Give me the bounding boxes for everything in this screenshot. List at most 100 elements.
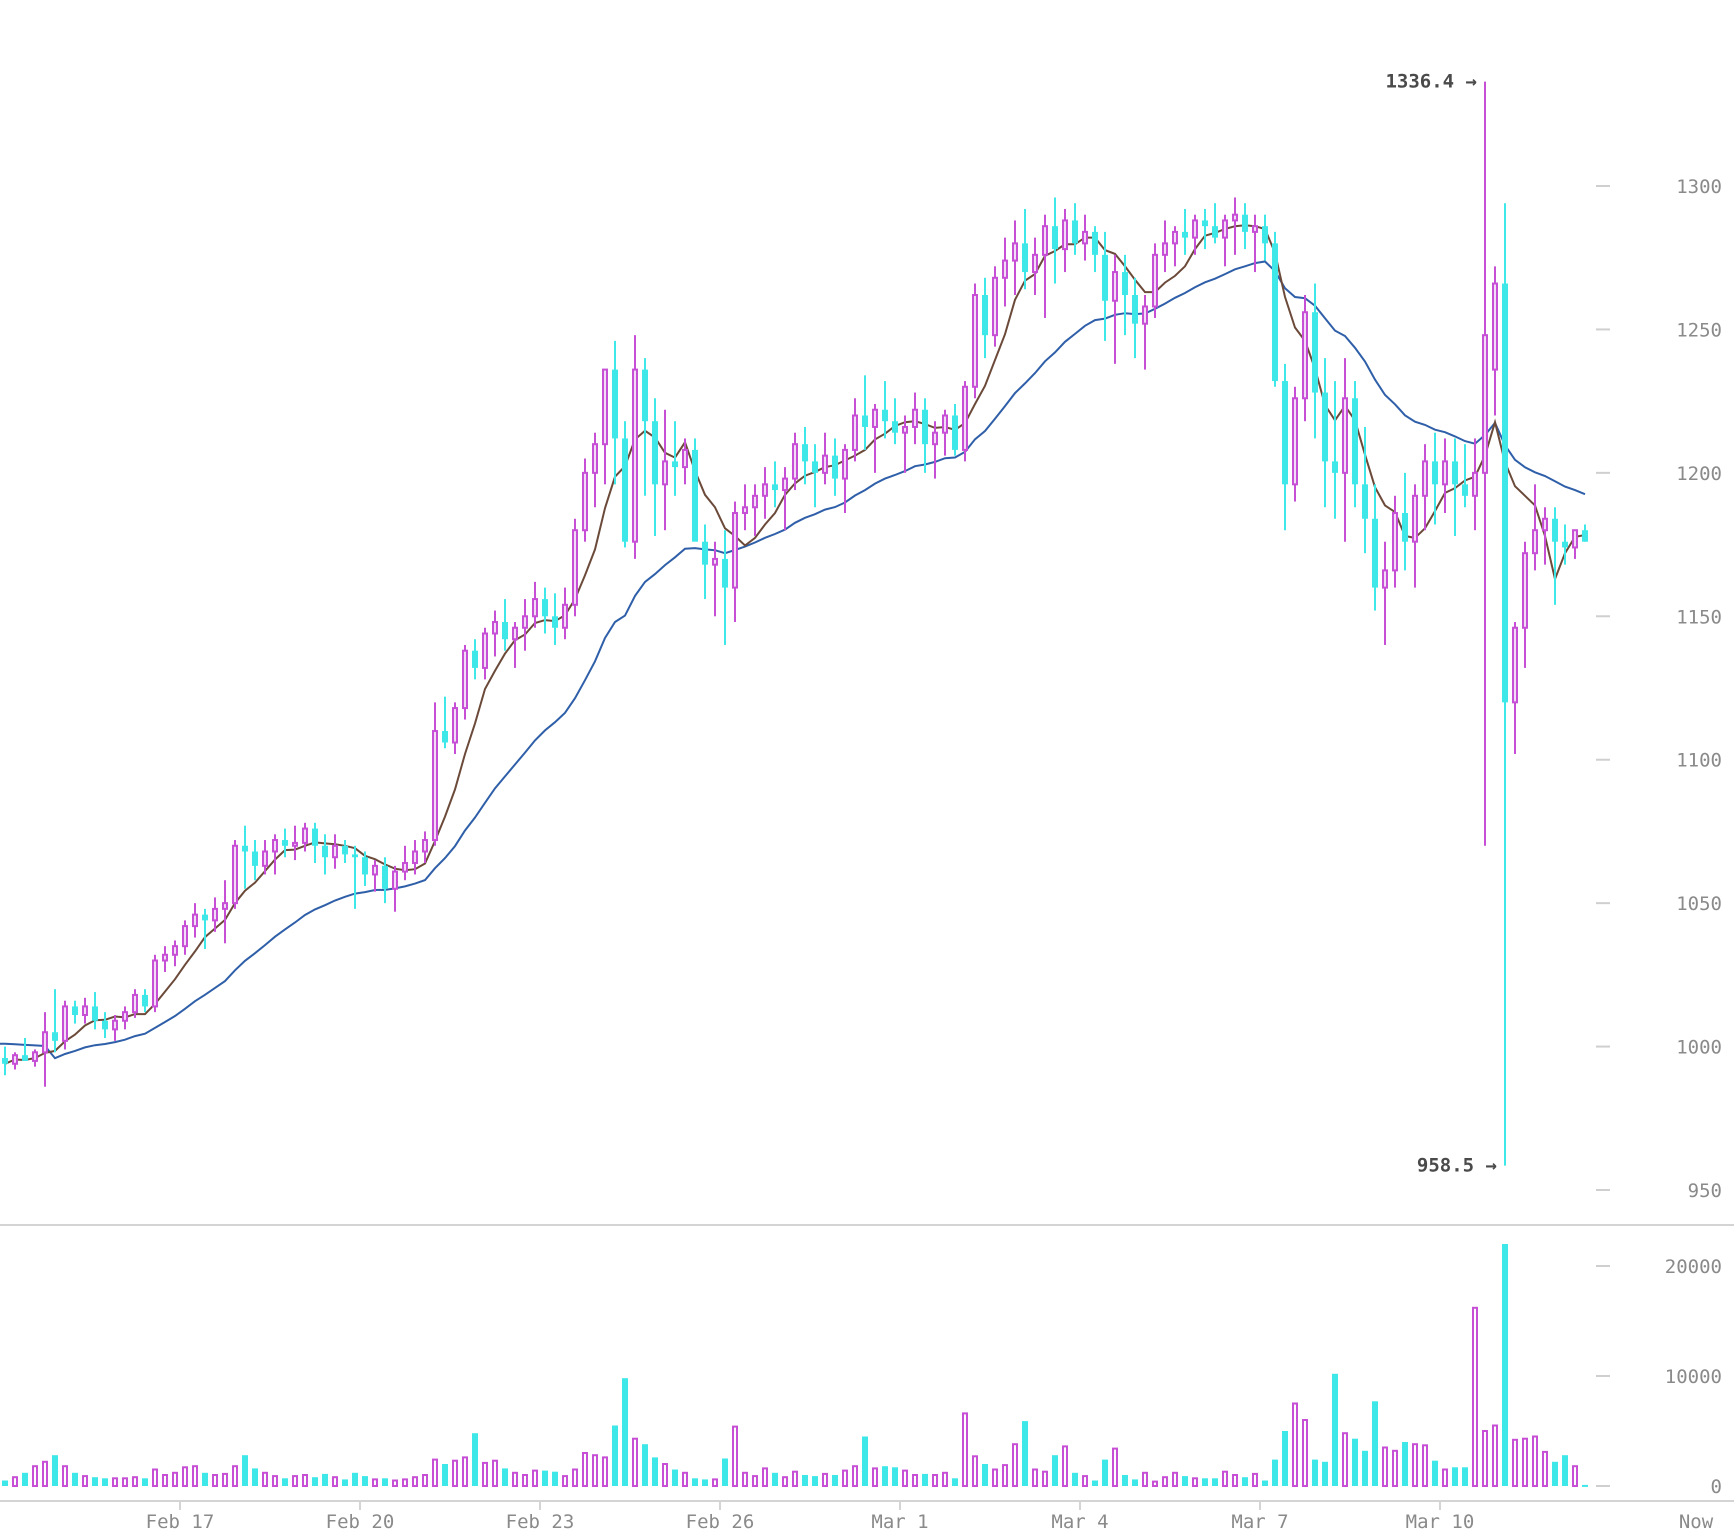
candle[interactable] <box>552 593 558 645</box>
candle[interactable] <box>1442 438 1448 514</box>
candle[interactable] <box>722 530 728 645</box>
candle[interactable] <box>1142 295 1148 370</box>
candle[interactable] <box>72 1000 78 1024</box>
candle[interactable] <box>332 834 338 869</box>
candle[interactable] <box>92 992 98 1030</box>
candle[interactable] <box>562 587 568 640</box>
candle[interactable] <box>1092 226 1098 273</box>
candle[interactable] <box>1302 295 1308 422</box>
candle[interactable] <box>272 834 278 875</box>
candle[interactable] <box>452 702 458 754</box>
candle[interactable] <box>82 997 88 1024</box>
candle[interactable] <box>242 825 248 889</box>
candle[interactable] <box>412 840 418 875</box>
candle[interactable] <box>1162 220 1168 273</box>
candle[interactable] <box>372 860 378 892</box>
candle[interactable] <box>212 897 218 932</box>
candle[interactable] <box>782 467 788 531</box>
candle[interactable] <box>472 639 478 680</box>
candle[interactable] <box>342 840 348 863</box>
candle[interactable] <box>1372 484 1378 611</box>
candle[interactable] <box>1002 237 1008 307</box>
candle[interactable] <box>1482 81 1488 846</box>
candle[interactable] <box>1102 231 1108 341</box>
candle[interactable] <box>1512 622 1518 754</box>
candle[interactable] <box>602 368 608 485</box>
candle[interactable] <box>462 644 468 720</box>
candle[interactable] <box>1582 524 1588 542</box>
candle[interactable] <box>952 404 958 456</box>
candle[interactable] <box>1262 214 1268 261</box>
candle[interactable] <box>632 335 638 559</box>
candle[interactable] <box>582 458 588 542</box>
candle[interactable] <box>1202 208 1208 250</box>
candle[interactable] <box>852 398 858 462</box>
candle[interactable] <box>532 581 538 628</box>
candle[interactable] <box>832 438 838 496</box>
candle[interactable] <box>252 840 258 881</box>
candle[interactable] <box>132 989 138 1018</box>
candle[interactable] <box>1502 203 1508 1166</box>
candle[interactable] <box>1572 529 1578 559</box>
candle[interactable] <box>902 415 908 473</box>
candle[interactable] <box>312 822 318 863</box>
candle[interactable] <box>122 1006 128 1030</box>
candle[interactable] <box>322 834 328 875</box>
candle[interactable] <box>1212 203 1218 244</box>
candle[interactable] <box>572 518 578 617</box>
candle[interactable] <box>1232 197 1238 255</box>
candle[interactable] <box>1292 386 1298 502</box>
candle[interactable] <box>172 940 178 967</box>
candle[interactable] <box>752 484 758 536</box>
candle[interactable] <box>1382 541 1388 645</box>
candle[interactable] <box>352 845 358 909</box>
candle[interactable] <box>692 438 698 542</box>
candle[interactable] <box>682 438 688 485</box>
candle[interactable] <box>932 421 938 479</box>
candle[interactable] <box>542 587 548 634</box>
candle[interactable] <box>612 340 618 485</box>
candle[interactable] <box>492 610 498 657</box>
candle[interactable] <box>702 524 708 600</box>
candle[interactable] <box>1332 381 1338 519</box>
candle[interactable] <box>1522 541 1528 668</box>
candle[interactable] <box>402 845 408 881</box>
candle[interactable] <box>1012 220 1018 296</box>
candle[interactable] <box>1552 507 1558 605</box>
candle[interactable] <box>962 381 968 462</box>
candle[interactable] <box>1352 381 1358 508</box>
candle[interactable] <box>232 840 238 909</box>
candle[interactable] <box>1362 426 1368 554</box>
candle[interactable] <box>862 375 868 450</box>
candle[interactable] <box>522 599 528 651</box>
candle[interactable] <box>1282 363 1288 531</box>
candle[interactable] <box>422 831 428 863</box>
candle[interactable] <box>882 381 888 439</box>
candle[interactable] <box>942 409 948 456</box>
candle[interactable] <box>922 398 928 473</box>
candle[interactable] <box>1182 208 1188 255</box>
candle[interactable] <box>662 409 668 531</box>
candle[interactable] <box>842 444 848 514</box>
candle[interactable] <box>1152 243 1158 318</box>
candle[interactable] <box>102 1012 108 1038</box>
candle[interactable] <box>1412 484 1418 588</box>
candle[interactable] <box>1112 254 1118 364</box>
candle[interactable] <box>1492 266 1498 416</box>
candle[interactable] <box>112 1015 118 1041</box>
candle[interactable] <box>652 398 658 536</box>
candle[interactable] <box>892 398 898 445</box>
candle[interactable] <box>262 840 268 875</box>
candle[interactable] <box>1032 237 1038 296</box>
candle[interactable] <box>1462 444 1468 508</box>
candle[interactable] <box>1472 438 1478 531</box>
candle[interactable] <box>12 1052 18 1070</box>
candle[interactable] <box>502 599 508 651</box>
candle[interactable] <box>222 880 228 944</box>
candle[interactable] <box>1192 214 1198 255</box>
candle[interactable] <box>482 627 488 680</box>
candle[interactable] <box>432 702 438 846</box>
candle[interactable] <box>2 1046 8 1076</box>
candle[interactable] <box>1252 214 1258 273</box>
candle[interactable] <box>872 404 878 473</box>
